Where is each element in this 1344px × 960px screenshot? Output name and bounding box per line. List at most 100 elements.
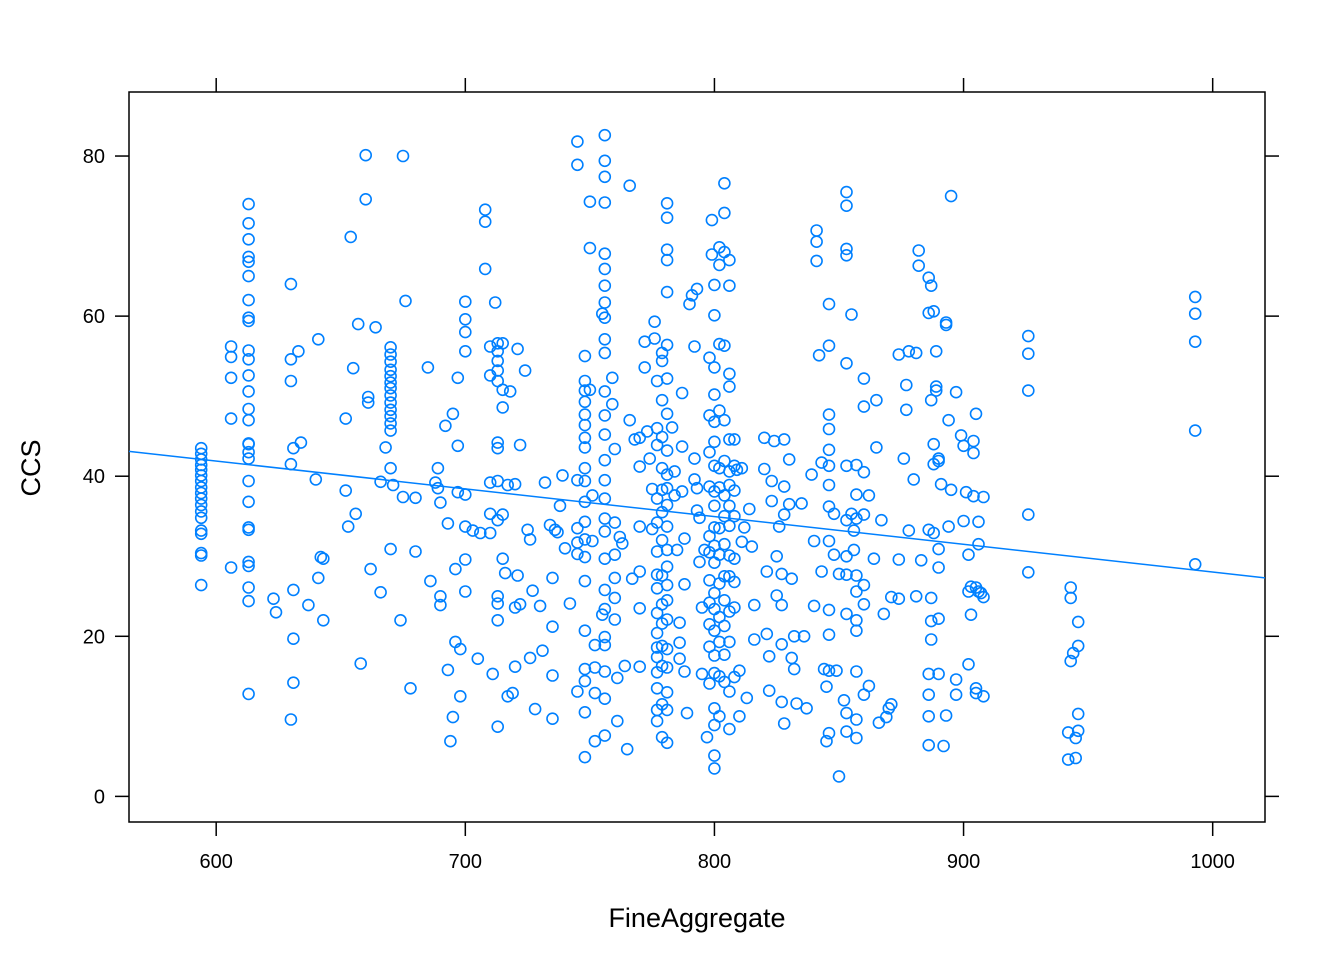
data-point-367 (680, 706, 694, 720)
data-point-158 (491, 436, 505, 449)
data-point-462 (728, 552, 741, 566)
data-point-507 (805, 468, 818, 481)
data-point-392 (703, 677, 716, 690)
data-point-644 (967, 446, 980, 460)
data-point-181 (513, 438, 527, 452)
data-point-49 (242, 594, 255, 608)
data-point-283 (623, 413, 637, 427)
data-point-149 (483, 507, 497, 521)
data-point-116 (434, 496, 447, 509)
data-point-426 (713, 635, 726, 649)
data-point-59 (287, 632, 300, 646)
data-point-491 (775, 637, 789, 651)
data-point-615 (929, 384, 943, 397)
data-point-474 (745, 540, 759, 553)
data-point-271 (608, 516, 622, 529)
data-point-542 (840, 356, 853, 370)
data-point-610 (927, 437, 941, 451)
data-point-25 (242, 233, 255, 246)
data-point-478 (757, 462, 771, 476)
data-point-613 (929, 344, 943, 358)
data-point-561 (850, 665, 863, 678)
data-point-267 (598, 729, 612, 742)
data-point-555 (850, 488, 863, 501)
data-point-538 (840, 185, 853, 199)
data-point-63 (294, 436, 308, 449)
data-point-20 (224, 371, 238, 385)
data-point-72 (339, 484, 353, 497)
data-point-45 (242, 523, 255, 537)
data-point-198 (551, 525, 564, 539)
data-point-276 (610, 671, 624, 685)
data-point-36 (242, 402, 255, 416)
data-point-265 (598, 665, 612, 678)
data-point-131 (453, 642, 467, 656)
data-point-475 (747, 633, 761, 646)
data-point-42 (242, 474, 255, 488)
data-point-671 (1071, 639, 1085, 653)
data-point-581 (884, 590, 898, 604)
data-point-188 (528, 702, 542, 716)
data-point-651 (972, 537, 985, 551)
data-point-419 (713, 404, 726, 417)
data-point-543 (840, 459, 853, 473)
data-point-30 (242, 311, 255, 325)
data-point-631 (949, 673, 963, 686)
data-point-187 (526, 584, 539, 598)
data-point-394 (705, 213, 719, 227)
data-point-374 (690, 481, 704, 495)
x-tick-label-900: 900 (947, 851, 980, 873)
data-point-626 (939, 709, 953, 722)
data-point-537 (837, 693, 851, 707)
data-point-527 (822, 534, 836, 548)
data-point-636 (957, 514, 970, 528)
data-point-467 (733, 664, 746, 678)
data-point-153 (491, 336, 505, 350)
data-point-361 (675, 386, 689, 400)
data-point-229 (578, 750, 592, 764)
data-point-498 (782, 497, 796, 511)
data-point-623 (937, 739, 950, 753)
data-point-519 (822, 297, 836, 311)
data-point-340 (660, 468, 674, 481)
data-point-232 (583, 383, 597, 397)
data-point-302 (650, 438, 664, 452)
data-point-643 (967, 489, 980, 503)
data-point-577 (875, 513, 888, 527)
data-point-165 (491, 720, 505, 734)
data-point-489 (775, 567, 789, 581)
data-point-141 (471, 652, 485, 666)
data-point-150 (483, 526, 497, 540)
data-point-238 (588, 734, 602, 748)
data-point-123 (446, 407, 460, 421)
data-point-672 (1071, 707, 1085, 721)
data-point-121 (441, 663, 455, 677)
data-point-370 (688, 340, 701, 353)
data-point-357 (670, 543, 684, 557)
data-point-298 (648, 315, 661, 329)
data-point-81 (361, 390, 375, 404)
data-point-645 (967, 434, 980, 448)
data-point-195 (546, 620, 559, 634)
data-point-586 (897, 452, 911, 465)
data-point-205 (571, 473, 584, 487)
data-point-434 (718, 454, 731, 468)
data-point-305 (650, 545, 664, 558)
data-point-52 (269, 605, 283, 619)
data-point-353 (660, 736, 674, 750)
data-point-480 (760, 627, 774, 641)
data-point-219 (578, 474, 592, 488)
data-point-539 (840, 199, 853, 212)
data-point-620 (932, 612, 945, 626)
data-point-619 (932, 561, 945, 574)
data-point-592 (909, 346, 923, 360)
x-tick-label-700: 700 (449, 851, 482, 873)
data-point-50 (242, 687, 255, 701)
data-point-490 (775, 598, 789, 612)
data-point-379 (695, 667, 709, 681)
data-point-208 (571, 547, 584, 561)
data-point-21 (224, 412, 238, 425)
data-point-368 (683, 297, 696, 311)
data-point-145 (478, 262, 492, 276)
data-point-268 (605, 371, 619, 385)
